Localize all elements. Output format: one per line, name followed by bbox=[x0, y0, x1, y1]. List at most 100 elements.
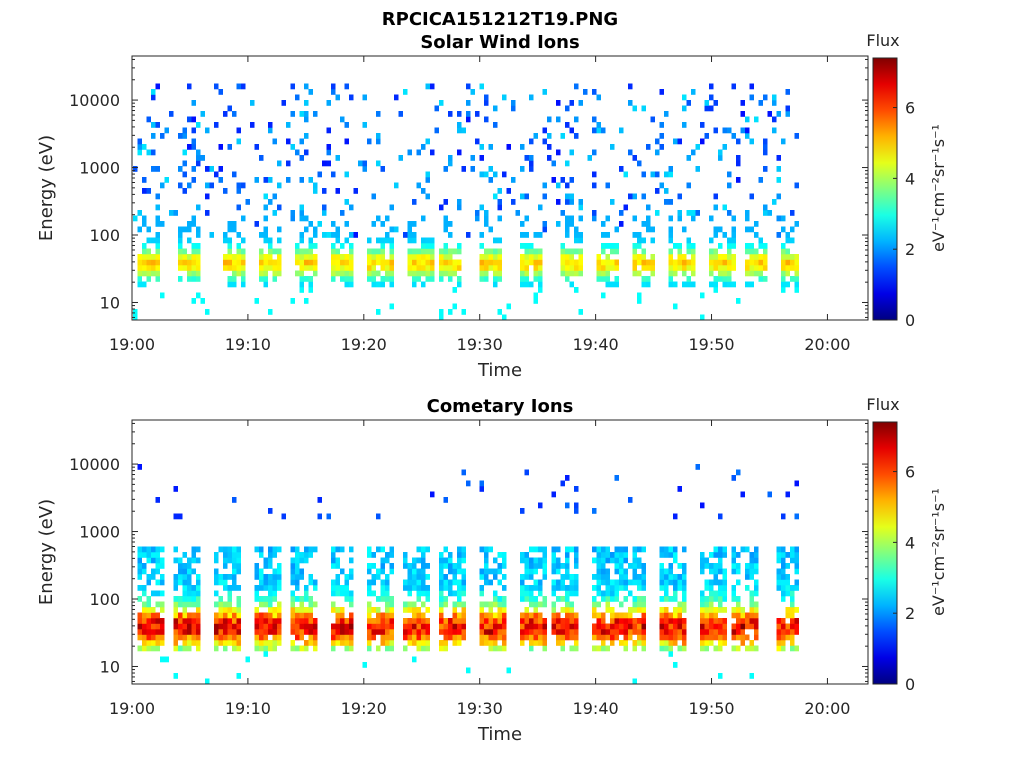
spectrogram-cell bbox=[722, 276, 727, 282]
spectrogram-cell bbox=[484, 618, 489, 624]
spectrogram-cell bbox=[254, 640, 259, 646]
spectrogram-cell bbox=[227, 265, 232, 271]
spectrogram-cell bbox=[155, 248, 160, 255]
spectrogram-cell bbox=[641, 221, 646, 227]
spectrogram-cell bbox=[448, 276, 453, 282]
spectrogram-cell bbox=[479, 612, 484, 619]
spectrogram-cell bbox=[682, 94, 687, 101]
spectrogram-cell bbox=[790, 590, 795, 597]
spectrogram-cell bbox=[443, 265, 448, 271]
spectrogram-cell bbox=[673, 618, 678, 624]
spectrogram-cell bbox=[682, 585, 687, 591]
spectrogram-cell bbox=[790, 210, 795, 216]
main-title: RPCICA151212T19.PNG bbox=[382, 9, 618, 30]
spectrogram-cell bbox=[745, 574, 750, 580]
spectrogram-cell bbox=[628, 579, 633, 586]
spectrogram-cell bbox=[704, 563, 709, 569]
spectrogram-cell bbox=[551, 546, 556, 553]
spectrogram-cell bbox=[533, 276, 538, 282]
spectrogram-cell bbox=[196, 585, 201, 591]
x-tick-label: 19:00 bbox=[109, 699, 155, 718]
spectrogram-cell bbox=[565, 248, 570, 255]
spectrogram-cell bbox=[713, 596, 718, 602]
spectrogram-cell bbox=[304, 590, 309, 597]
spectrogram-cell bbox=[479, 590, 484, 597]
spectrogram-cell bbox=[776, 193, 781, 200]
spectrogram-cell bbox=[331, 546, 336, 553]
spectrogram-cell bbox=[488, 144, 493, 150]
spectrogram-cell bbox=[268, 552, 273, 558]
spectrogram-cell bbox=[763, 94, 768, 101]
spectrogram-cell bbox=[178, 182, 183, 189]
spectrogram-cell bbox=[349, 618, 354, 624]
spectrogram-cell bbox=[335, 232, 340, 238]
spectrogram-cell bbox=[493, 237, 498, 244]
spectrogram-cell bbox=[722, 607, 727, 613]
spectrogram-cell bbox=[520, 618, 525, 624]
spectrogram-cell bbox=[718, 149, 723, 156]
spectrogram-cell bbox=[682, 640, 687, 646]
spectrogram-cell bbox=[605, 574, 610, 580]
spectrogram-cell bbox=[236, 585, 241, 591]
spectrogram-cell bbox=[565, 546, 570, 553]
spectrogram-cell bbox=[520, 508, 525, 514]
spectrogram-cell bbox=[574, 634, 579, 641]
spectrogram-cell bbox=[533, 607, 538, 613]
spectrogram-cell bbox=[659, 144, 664, 150]
spectrogram-cell bbox=[142, 607, 147, 613]
spectrogram-cell bbox=[754, 552, 759, 558]
spectrogram-cell bbox=[448, 270, 453, 277]
spectrogram-cell bbox=[290, 215, 295, 222]
spectrogram-cell bbox=[484, 563, 489, 569]
spectrogram-cell bbox=[182, 226, 187, 233]
spectrogram-cell bbox=[155, 232, 160, 238]
spectrogram-cell bbox=[700, 607, 705, 613]
spectrogram-cell bbox=[569, 127, 574, 134]
spectrogram-cell bbox=[677, 259, 682, 266]
spectrogram-cell bbox=[529, 248, 534, 255]
spectrogram-cell bbox=[371, 254, 376, 260]
spectrogram-cell bbox=[241, 270, 246, 277]
spectrogram-cell bbox=[781, 640, 786, 646]
spectrogram-cell bbox=[331, 254, 336, 260]
spectrogram-cell bbox=[578, 199, 583, 205]
spectrogram-cell bbox=[457, 122, 462, 128]
spectrogram-cell bbox=[578, 309, 583, 315]
spectrogram-cell bbox=[592, 215, 597, 222]
spectrogram-cell bbox=[380, 557, 385, 564]
spectrogram-cell bbox=[502, 563, 507, 569]
spectrogram-cell bbox=[299, 248, 304, 255]
spectrogram-cell bbox=[236, 232, 241, 238]
spectrogram-cell bbox=[596, 601, 601, 608]
spectrogram-cell bbox=[457, 546, 462, 553]
spectrogram-cell bbox=[794, 480, 799, 487]
spectrogram-cell bbox=[713, 618, 718, 624]
spectrogram-cell bbox=[151, 149, 156, 156]
spectrogram-cell bbox=[479, 265, 484, 271]
spectrogram-cell bbox=[596, 585, 601, 591]
spectrogram-cell bbox=[682, 105, 687, 112]
spectrogram-cell bbox=[151, 612, 156, 619]
spectrogram-cell bbox=[673, 596, 678, 602]
spectrogram-cell bbox=[227, 243, 232, 249]
spectrogram-cell bbox=[448, 309, 453, 315]
spectrogram-cell bbox=[565, 193, 570, 200]
spectrogram-cell bbox=[632, 568, 637, 575]
spectrogram-cell bbox=[727, 248, 732, 255]
spectrogram-cell bbox=[677, 601, 682, 608]
spectrogram-cell bbox=[344, 265, 349, 271]
spectrogram-cell bbox=[709, 248, 714, 255]
spectrogram-cell bbox=[709, 83, 714, 90]
spectrogram-cell bbox=[227, 144, 232, 150]
spectrogram-cell bbox=[727, 265, 732, 271]
spectrogram-cell bbox=[781, 265, 786, 271]
spectrogram-cell bbox=[151, 133, 156, 139]
spectrogram-cell bbox=[790, 640, 795, 646]
spectrogram-cell bbox=[254, 612, 259, 619]
spectrogram-cell bbox=[236, 254, 241, 260]
spectrogram-cell bbox=[277, 585, 282, 591]
spectrogram-cell bbox=[295, 596, 300, 602]
spectrogram-cell bbox=[389, 281, 394, 288]
spectrogram-cell bbox=[218, 601, 223, 608]
spectrogram-cell bbox=[421, 612, 426, 619]
